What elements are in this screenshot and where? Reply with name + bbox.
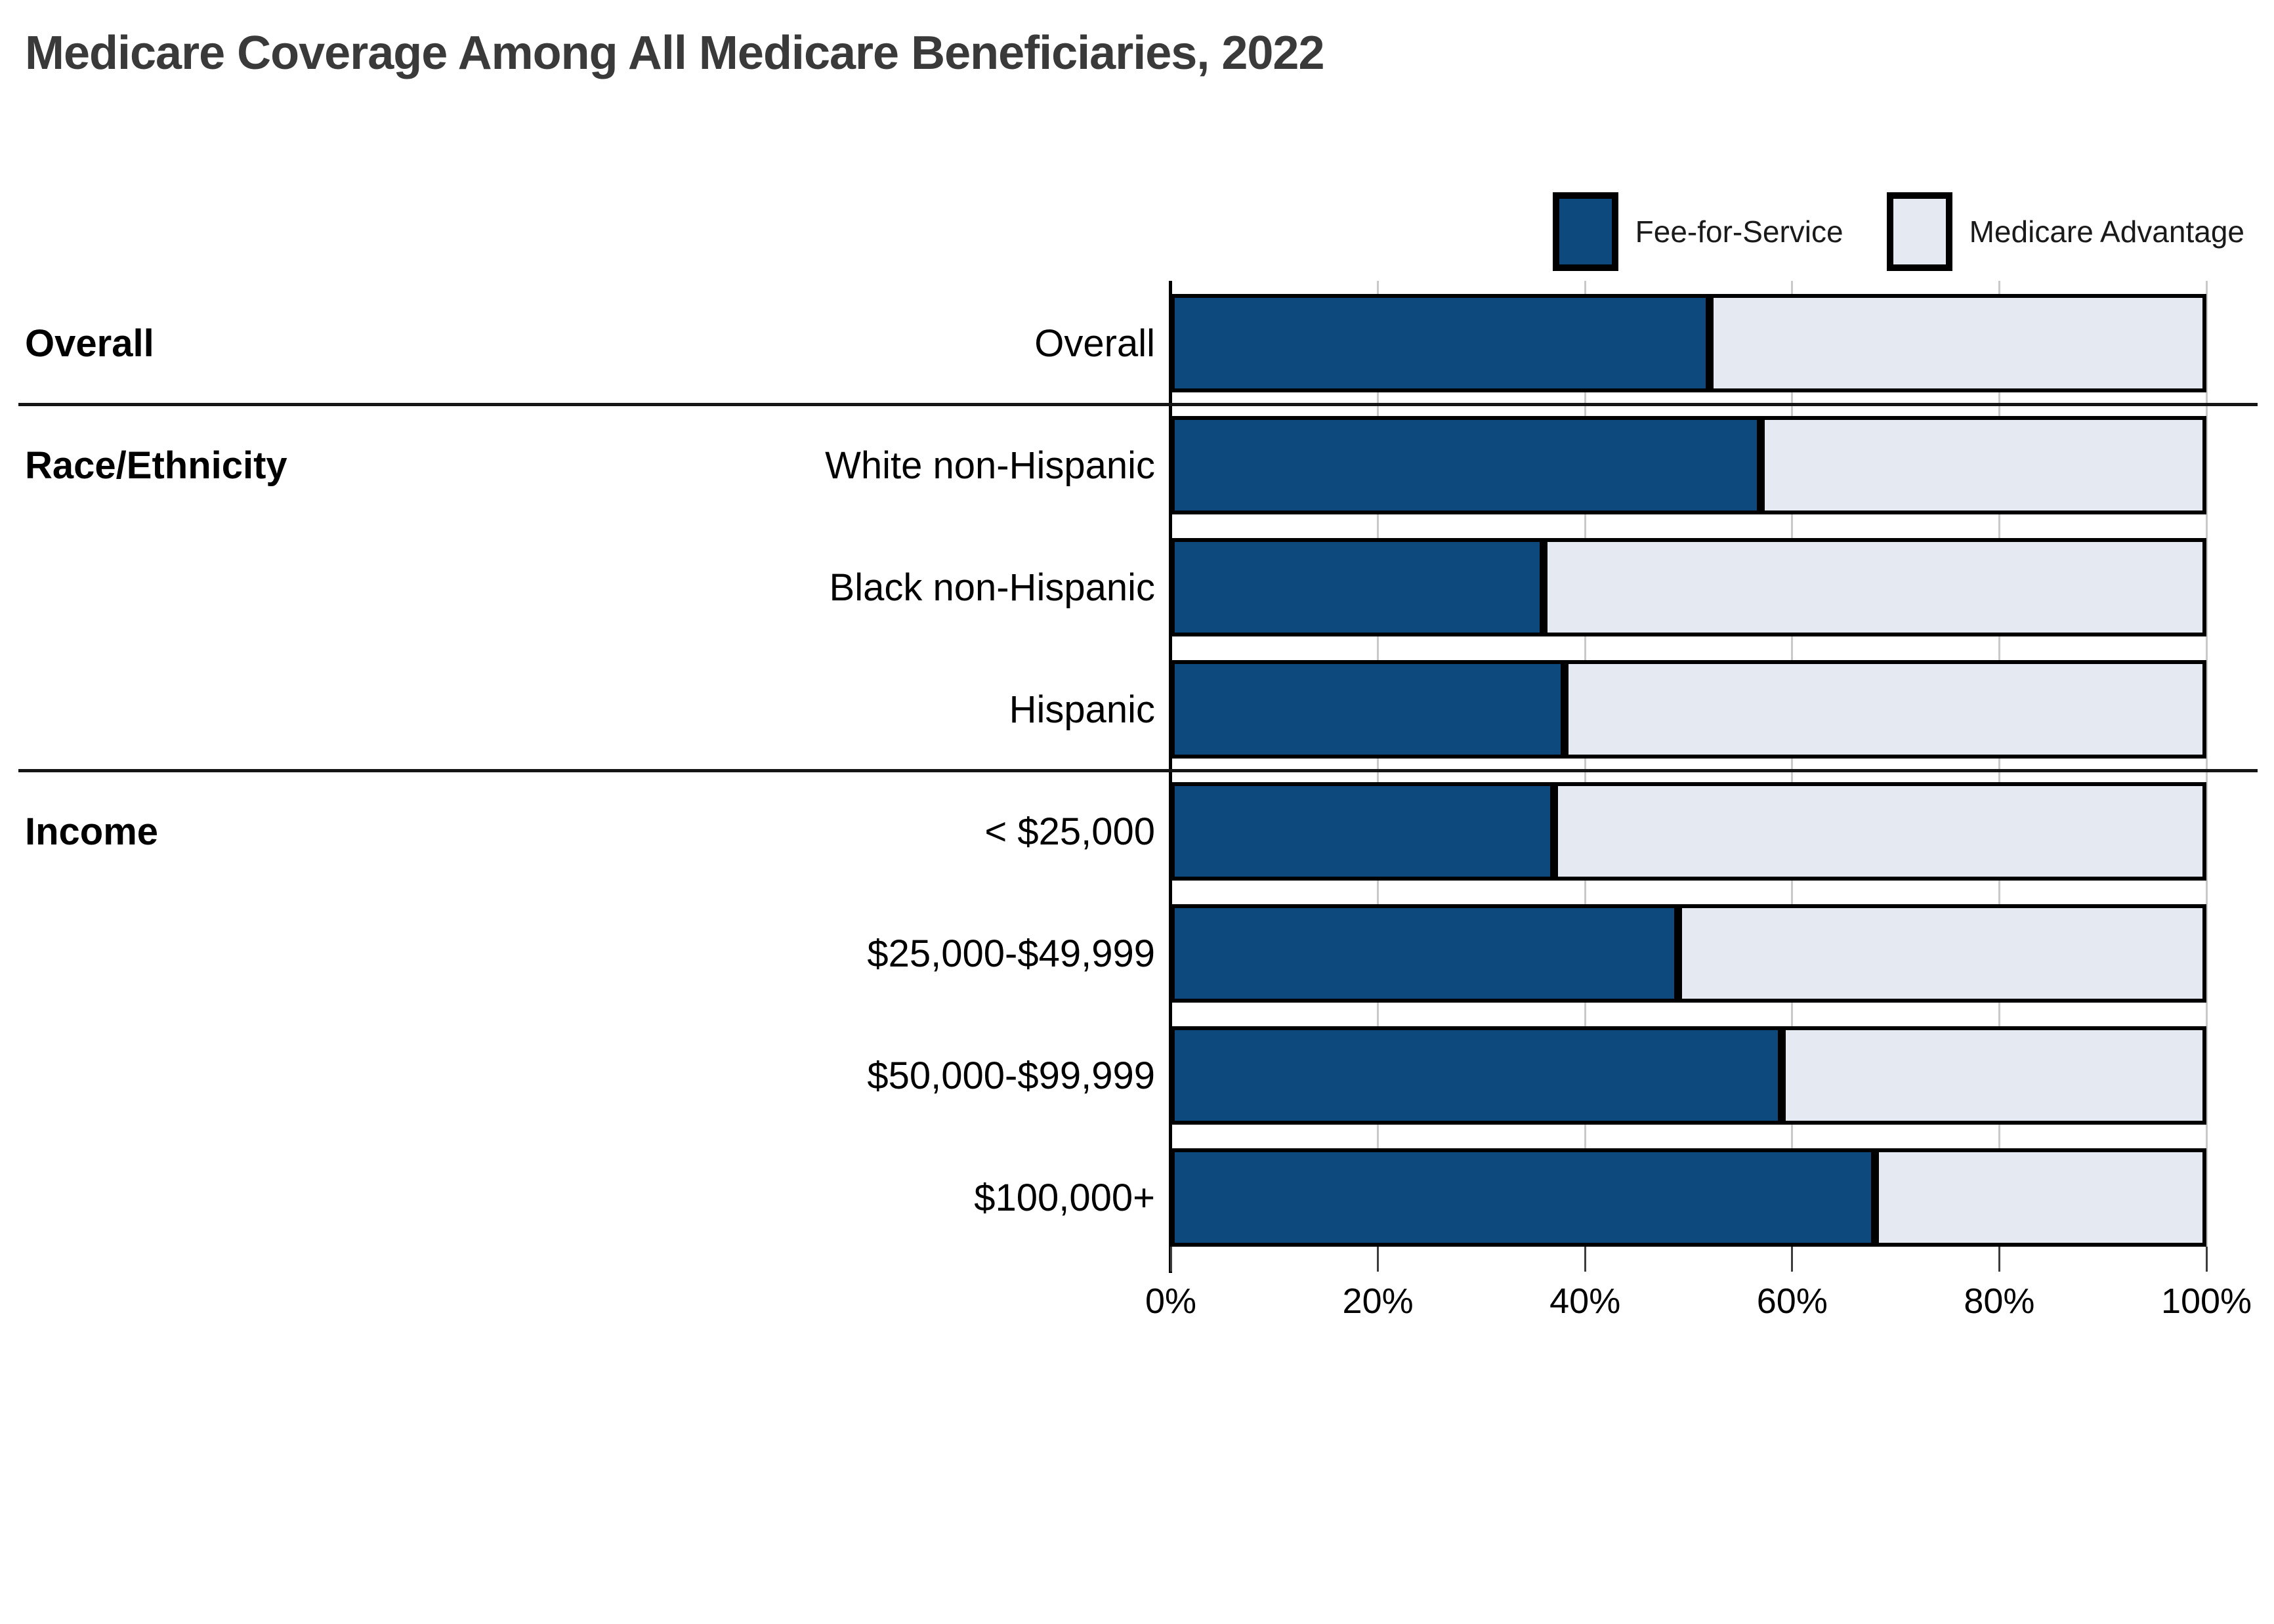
legend-item-fee-for-service: Fee-for-Service [1552, 192, 1843, 271]
gridline-20 [1377, 281, 1379, 1250]
x-axis-tick-80 [1998, 1247, 2000, 1272]
bar-segment-medicare-advantage-2 [1544, 538, 2206, 636]
bar-segment-fee-for-service-4 [1171, 782, 1554, 881]
x-axis-tick-0 [1169, 1247, 1172, 1272]
bar-segment-fee-for-service-5 [1171, 904, 1679, 1003]
x-axis-tick-20 [1377, 1247, 1379, 1272]
bar-segment-medicare-advantage-3 [1564, 660, 2206, 759]
x-axis-tick-60 [1791, 1247, 1794, 1272]
bar-segment-medicare-advantage-1 [1761, 416, 2206, 514]
legend-item-medicare-advantage: Medicare Advantage [1886, 192, 2244, 271]
y-axis-line [1169, 281, 1172, 1273]
bar-segment-medicare-advantage-7 [1875, 1148, 2206, 1247]
gridline-40 [1584, 281, 1586, 1250]
bar-segment-fee-for-service-7 [1171, 1148, 1876, 1247]
bar-segment-medicare-advantage-4 [1553, 782, 2206, 881]
x-axis-tick-label-100: 100% [2160, 1281, 2252, 1321]
group-divider-2 [18, 769, 2258, 772]
group-label-overall: Overall [25, 322, 154, 365]
row-label-4: < $25,000 [984, 810, 1155, 853]
bar-segment-fee-for-service-2 [1171, 538, 1544, 636]
legend-swatch-fee-for-service [1552, 192, 1618, 271]
bar-segment-medicare-advantage-5 [1678, 904, 2206, 1003]
gridline-80 [1998, 281, 2000, 1250]
row-label-2: Black non-Hispanic [829, 566, 1155, 609]
gridline-100 [2205, 281, 2208, 1250]
group-label-race-ethnicity: Race/Ethnicity [25, 444, 287, 487]
x-axis-tick-label-20: 20% [1342, 1281, 1414, 1321]
row-label-3: Hispanic [1009, 688, 1155, 731]
bar-segment-fee-for-service-3 [1171, 660, 1565, 759]
x-axis-tick-label-80: 80% [1964, 1281, 2035, 1321]
bar-segment-fee-for-service-0 [1171, 294, 1710, 392]
chart-title: Medicare Coverage Among All Medicare Ben… [25, 27, 1325, 79]
legend: Fee-for-Service Medicare Advantage [1552, 192, 2244, 271]
x-axis-tick-label-0: 0% [1145, 1281, 1197, 1321]
legend-label-fee-for-service: Fee-for-Service [1635, 215, 1843, 249]
row-label-5: $25,000-$49,999 [867, 932, 1155, 975]
bar-segment-medicare-advantage-0 [1709, 294, 2206, 392]
group-label-income: Income [25, 810, 159, 853]
row-label-0: Overall [1034, 322, 1155, 365]
x-axis-tick-label-60: 60% [1756, 1281, 1828, 1321]
row-label-1: White non-Hispanic [825, 444, 1155, 487]
x-axis-tick-100 [2205, 1247, 2208, 1272]
legend-swatch-medicare-advantage [1886, 192, 1952, 271]
bar-segment-medicare-advantage-6 [1782, 1026, 2206, 1125]
bar-segment-fee-for-service-1 [1171, 416, 1761, 514]
bar-segment-fee-for-service-6 [1171, 1026, 1782, 1125]
x-axis-tick-label-40: 40% [1549, 1281, 1621, 1321]
legend-label-medicare-advantage: Medicare Advantage [1969, 215, 2244, 249]
x-axis-tick-40 [1584, 1247, 1586, 1272]
gridline-60 [1791, 281, 1794, 1250]
row-label-7: $100,000+ [974, 1176, 1155, 1219]
group-divider-1 [18, 403, 2258, 406]
row-label-6: $50,000-$99,999 [867, 1054, 1155, 1097]
